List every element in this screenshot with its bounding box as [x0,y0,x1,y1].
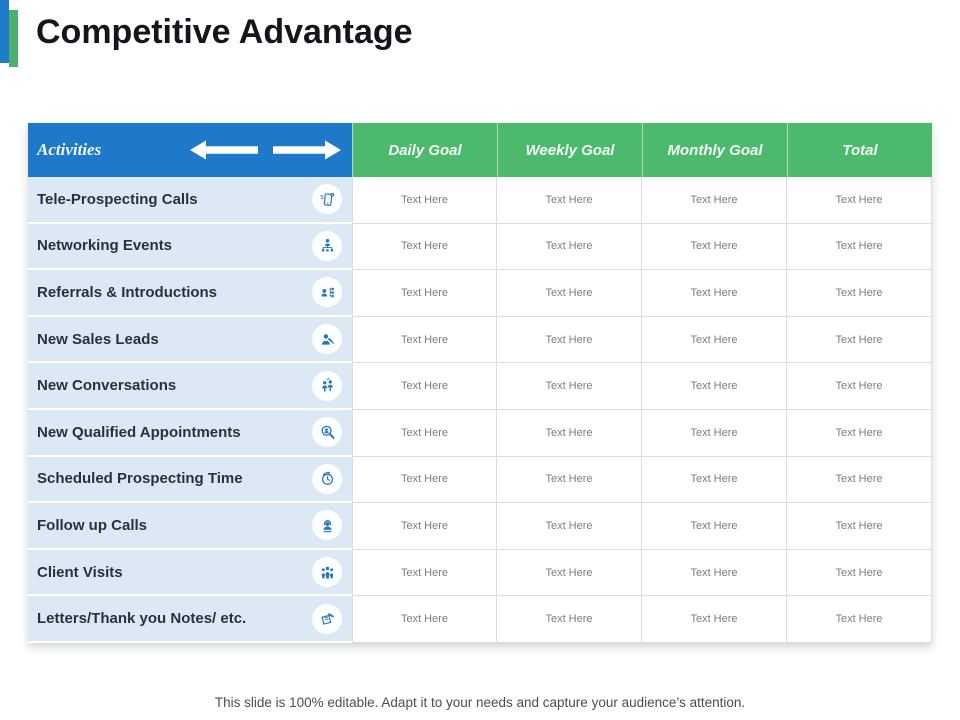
activity-cell: Networking Events [28,223,352,271]
footer-note: This slide is 100% editable. Adapt it to… [214,695,746,710]
table-cell[interactable]: Text Here [497,596,642,643]
table-cell[interactable]: Text Here [497,223,642,271]
table-cell[interactable]: Text Here [352,223,497,271]
table-cell[interactable]: Text Here [787,456,932,504]
activity-label: Scheduled Prospecting Time [37,470,243,488]
table-cell[interactable]: Text Here [497,177,642,224]
network-person-icon [312,230,342,261]
activity-cell: Scheduled Prospecting Time [28,456,352,504]
activity-label: New Conversations [37,377,177,395]
people-group-icon [312,557,342,588]
headset-person-icon [312,510,342,541]
letter-pen-icon [312,603,342,634]
table-cell[interactable]: Text Here [352,363,497,410]
table-cell[interactable]: Text Here [642,503,787,550]
accent-bar-blue [0,0,9,63]
table-cell[interactable]: Text Here [787,363,932,410]
activities-header-label: Activities [37,140,102,159]
table-cell[interactable]: Text Here [497,503,642,550]
table-cell[interactable]: Text Here [497,316,642,364]
activity-cell: Letters/Thank you Notes/ etc. [28,596,352,643]
activity-cell: New Conversations [28,363,352,410]
magnifier-person-icon [312,417,342,448]
table-cell[interactable]: Text Here [497,363,642,410]
activity-label: Networking Events [37,237,173,255]
table-cell[interactable]: Text Here [497,456,642,504]
table-cell[interactable]: Text Here [352,456,497,504]
page-title: Competitive Advantage [36,13,413,51]
table-cell[interactable]: Text Here [787,316,932,364]
table-cell[interactable]: Text Here [787,270,932,317]
table-cell[interactable]: Text Here [497,549,642,597]
table-cell[interactable]: Text Here [642,549,787,597]
activity-label: Follow up Calls [37,516,148,534]
table-cell[interactable]: Text Here [352,503,497,550]
activity-cell: Referrals & Introductions [28,270,352,317]
table-cell[interactable]: Text Here [787,223,932,271]
table-cell[interactable]: Text Here [787,596,932,643]
table-cell[interactable]: Text Here [642,223,787,271]
table-cell[interactable]: Text Here [642,316,787,364]
table-cell[interactable]: Text Here [352,177,497,224]
table-cell[interactable]: Text Here [787,549,932,597]
stopwatch-icon [312,463,342,494]
activity-label: Letters/Thank you Notes/ etc. [37,610,247,628]
total-header: Total [787,123,932,177]
table-cell[interactable]: Text Here [787,503,932,550]
activity-label: Referrals & Introductions [37,283,218,301]
activity-cell: Tele-Prospecting Calls [28,177,352,224]
activities-header: Activities [28,123,352,177]
table-cell[interactable]: Text Here [497,409,642,457]
table-cell[interactable]: Text Here [642,270,787,317]
people-conversation-icon [312,370,342,401]
activity-cell: New Sales Leads [28,316,352,364]
table-cell[interactable]: Text Here [352,549,497,597]
table-cell[interactable]: Text Here [352,270,497,317]
table-cell[interactable]: Text Here [642,363,787,410]
activity-label: New Sales Leads [37,330,159,348]
activity-cell: Client Visits [28,549,352,597]
goals-table: Activities Daily Goal Weekly Goal Monthl… [28,123,932,643]
table-cell[interactable]: Text Here [787,177,932,224]
table-cell[interactable]: Text Here [642,456,787,504]
header-arrows [190,123,341,177]
daily-goal-header: Daily Goal [352,123,497,177]
person-pencil-icon [312,324,342,355]
table-cell[interactable]: Text Here [352,316,497,364]
weekly-goal-header: Weekly Goal [497,123,642,177]
smartphone-gear-icon [312,184,342,215]
accent-bar-green [9,10,18,67]
left-arrow-icon [190,139,258,161]
activity-label: Tele-Prospecting Calls [37,190,198,208]
person-orgchart-icon [312,277,342,308]
activity-label: Client Visits [37,563,123,581]
table-cell[interactable]: Text Here [642,596,787,643]
table-cell[interactable]: Text Here [642,177,787,224]
right-arrow-icon [273,139,341,161]
monthly-goal-header: Monthly Goal [642,123,787,177]
table-cell[interactable]: Text Here [352,596,497,643]
table-cell[interactable]: Text Here [787,409,932,457]
table-cell[interactable]: Text Here [497,270,642,317]
activity-cell: New Qualified Appointments [28,409,352,457]
activity-cell: Follow up Calls [28,503,352,550]
table-cell[interactable]: Text Here [352,409,497,457]
table-cell[interactable]: Text Here [642,409,787,457]
activity-label: New Qualified Appointments [37,423,241,441]
